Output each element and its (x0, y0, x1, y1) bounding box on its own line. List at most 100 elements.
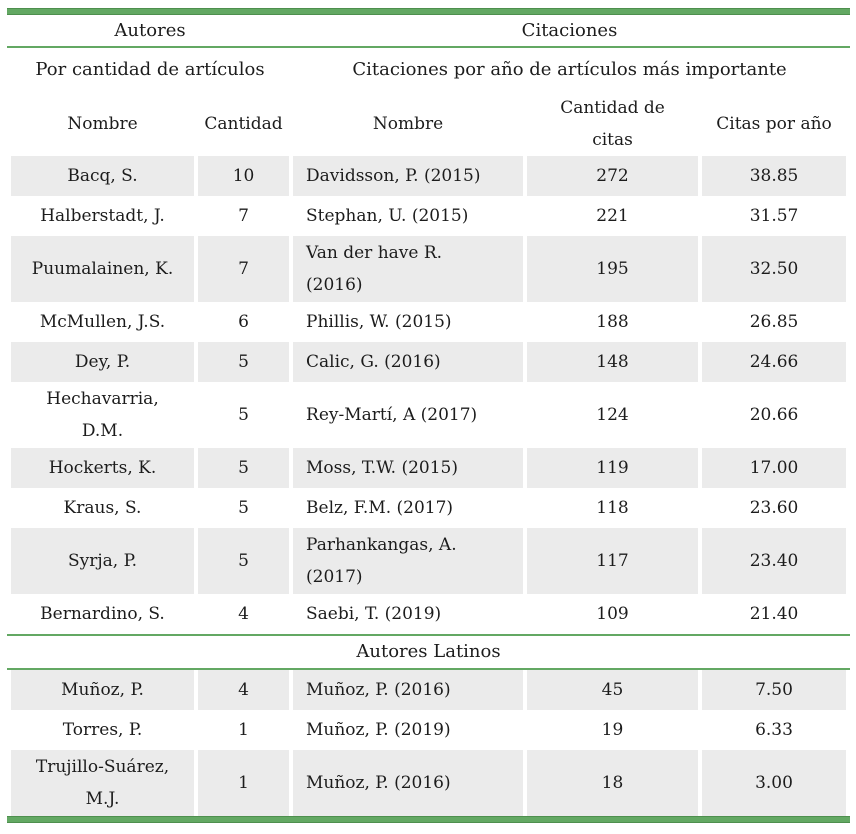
column-header-nombre-autores: Nombre (67, 114, 138, 134)
citation-count-cell: 272 (527, 156, 699, 196)
article-count-cell: 5 (238, 405, 249, 425)
group-header-citaciones: Citaciones (521, 19, 618, 41)
citations-per-year-cell: 38.85 (702, 156, 847, 196)
table-row: Trujillo-Suárez, M.J. 1 Muñoz, P. (2016) 18… (11, 750, 846, 816)
table-row: Hechavarria, D.M. 5 Rey-Martí, A (2017) 124… (11, 382, 846, 448)
subheader-right: Citaciones por año de artículos más impo… (352, 59, 787, 80)
subheader-row: Por cantidad de artículos Citaciones por… (11, 48, 846, 92)
table-row: Bernardino, S. 4 Saebi, T. (2019) 109 21.40 (11, 594, 846, 634)
author-name-cell: Hockerts, K. (11, 448, 194, 488)
citation-count-cell: 188 (596, 312, 629, 332)
author-name-cell: Puumalainen, K. (11, 236, 194, 302)
author-name-cell: Kraus, S. (63, 498, 142, 518)
article-count-cell: 1 (238, 720, 249, 740)
table-row: Dey, P. 5 Calic, G. (2016) 148 24.66 (11, 342, 847, 382)
latin-authors-table: Muñoz, P. 4 Muñoz, P. (2016) 45 7.50 Torres, … (7, 670, 850, 816)
cited-article-cell: Parhankangas, A. (2017) (293, 528, 524, 594)
table-row: Halberstadt, J. 7 Stephan, U. (2015) 221 31.… (11, 196, 846, 236)
top-border-bar (7, 8, 850, 15)
group-header-table: Autores Citaciones (7, 15, 850, 46)
article-count-cell: 7 (238, 206, 249, 226)
citations-per-year-cell: 7.50 (702, 670, 846, 710)
author-name-cell: Torres, P. (62, 720, 143, 740)
cited-article-cell: Calic, G. (2016) (293, 342, 524, 382)
citations-per-year-cell: 23.60 (749, 498, 799, 518)
table-row: Torres, P. 1 Muñoz, P. (2019) 19 6.33 (11, 710, 846, 750)
column-header-cantidad: Cantidad (204, 114, 283, 134)
bottom-border-bar (7, 816, 850, 823)
group-header-row: Autores Citaciones (11, 15, 846, 46)
table-row: Hockerts, K. 5 Moss, T.W. (2015) 119 17.00 (11, 448, 847, 488)
article-count-cell: 5 (198, 528, 290, 594)
cited-article-cell: Muñoz, P. (2019) (306, 720, 451, 740)
author-name-cell: Trujillo-Suárez, M.J. (11, 750, 194, 816)
citation-count-cell: 221 (596, 206, 629, 226)
table-row: Puumalainen, K. 7 Van der have R. (2016) 19… (11, 236, 847, 302)
citation-count-cell: 148 (527, 342, 699, 382)
article-count-cell: 7 (198, 236, 290, 302)
citation-count-cell: 109 (596, 604, 629, 624)
citations-per-year-cell: 21.40 (749, 604, 799, 624)
citations-per-year-cell: 23.40 (702, 528, 847, 594)
latin-section-bottom-line (7, 668, 850, 670)
citation-count-cell: 118 (596, 498, 629, 518)
citations-per-year-cell: 17.00 (702, 448, 847, 488)
citations-per-year-cell: 32.50 (702, 236, 847, 302)
citations-per-year-cell: 6.33 (755, 720, 793, 740)
citation-count-cell: 18 (527, 750, 698, 816)
latin-section-top-line (7, 634, 850, 636)
cited-article-cell: Saebi, T. (2019) (306, 604, 442, 624)
column-header-cantidad-citas: Cantidad de citas (560, 98, 665, 150)
header-divider-line (7, 46, 850, 48)
table-row: Syrja, P. 5 Parhankangas, A. (2017) 117 23.4… (11, 528, 847, 594)
citation-count-cell: 45 (527, 670, 698, 710)
article-count-cell: 1 (198, 750, 289, 816)
author-name-cell: Halberstadt, J. (40, 206, 165, 226)
table-row: Muñoz, P. 4 Muñoz, P. (2016) 45 7.50 (11, 670, 846, 710)
cited-article-cell: Phillis, W. (2015) (306, 312, 452, 332)
author-name-cell: McMullen, J.S. (39, 312, 166, 332)
article-count-cell: 10 (198, 156, 290, 196)
article-count-cell: 5 (198, 448, 290, 488)
citations-per-year-cell: 3.00 (702, 750, 846, 816)
cited-article-cell: Moss, T.W. (2015) (293, 448, 524, 488)
article-count-cell: 5 (198, 342, 290, 382)
author-name-cell: Dey, P. (11, 342, 194, 382)
cited-article-cell: Muñoz, P. (2016) (293, 750, 523, 816)
table-row: Bacq, S. 10 Davidsson, P. (2015) 272 38.85 (11, 156, 847, 196)
citation-count-cell: 119 (527, 448, 699, 488)
citations-per-year-cell: 26.85 (749, 312, 799, 332)
column-header-row: Nombre Cantidad Nombre Cantidad de citas… (11, 92, 846, 156)
article-count-cell: 4 (238, 604, 249, 624)
article-count-cell: 6 (238, 312, 249, 332)
cited-article-cell: Stephan, U. (2015) (306, 206, 469, 226)
author-name-cell: Syrja, P. (11, 528, 194, 594)
cited-article-cell: Van der have R. (2016) (293, 236, 524, 302)
latin-section-title: Autores Latinos (7, 636, 850, 668)
cited-article-cell: Rey-Martí, A (2017) (306, 405, 478, 425)
main-table: Por cantidad de artículos Citaciones por… (7, 48, 850, 634)
article-count-cell: 5 (238, 498, 249, 518)
column-header-citas-por-anio: Citas por año (716, 114, 832, 134)
author-name-cell: Bacq, S. (11, 156, 194, 196)
citation-table: Autores Citaciones Por cantidad de artíc… (7, 8, 850, 823)
column-header-nombre-citas: Nombre (372, 114, 444, 134)
citations-per-year-cell: 24.66 (702, 342, 847, 382)
article-count-cell: 4 (198, 670, 289, 710)
author-name-cell: Hechavarria, D.M. (46, 389, 159, 441)
citation-count-cell: 117 (527, 528, 699, 594)
citation-count-cell: 19 (601, 720, 624, 740)
author-name-cell: Muñoz, P. (11, 670, 194, 710)
cited-article-cell: Belz, F.M. (2017) (306, 498, 454, 518)
citation-count-cell: 195 (527, 236, 699, 302)
group-header-autores: Autores (114, 19, 186, 41)
table-row: Kraus, S. 5 Belz, F.M. (2017) 118 23.60 (11, 488, 846, 528)
author-name-cell: Bernardino, S. (40, 604, 165, 624)
citations-per-year-cell: 31.57 (749, 206, 799, 226)
table-row: McMullen, J.S. 6 Phillis, W. (2015) 188 26.8… (11, 302, 846, 342)
cited-article-cell: Davidsson, P. (2015) (293, 156, 524, 196)
subheader-left: Por cantidad de artículos (35, 59, 265, 80)
cited-article-cell: Muñoz, P. (2016) (293, 670, 523, 710)
citation-count-cell: 124 (596, 405, 629, 425)
citations-per-year-cell: 20.66 (749, 405, 799, 425)
